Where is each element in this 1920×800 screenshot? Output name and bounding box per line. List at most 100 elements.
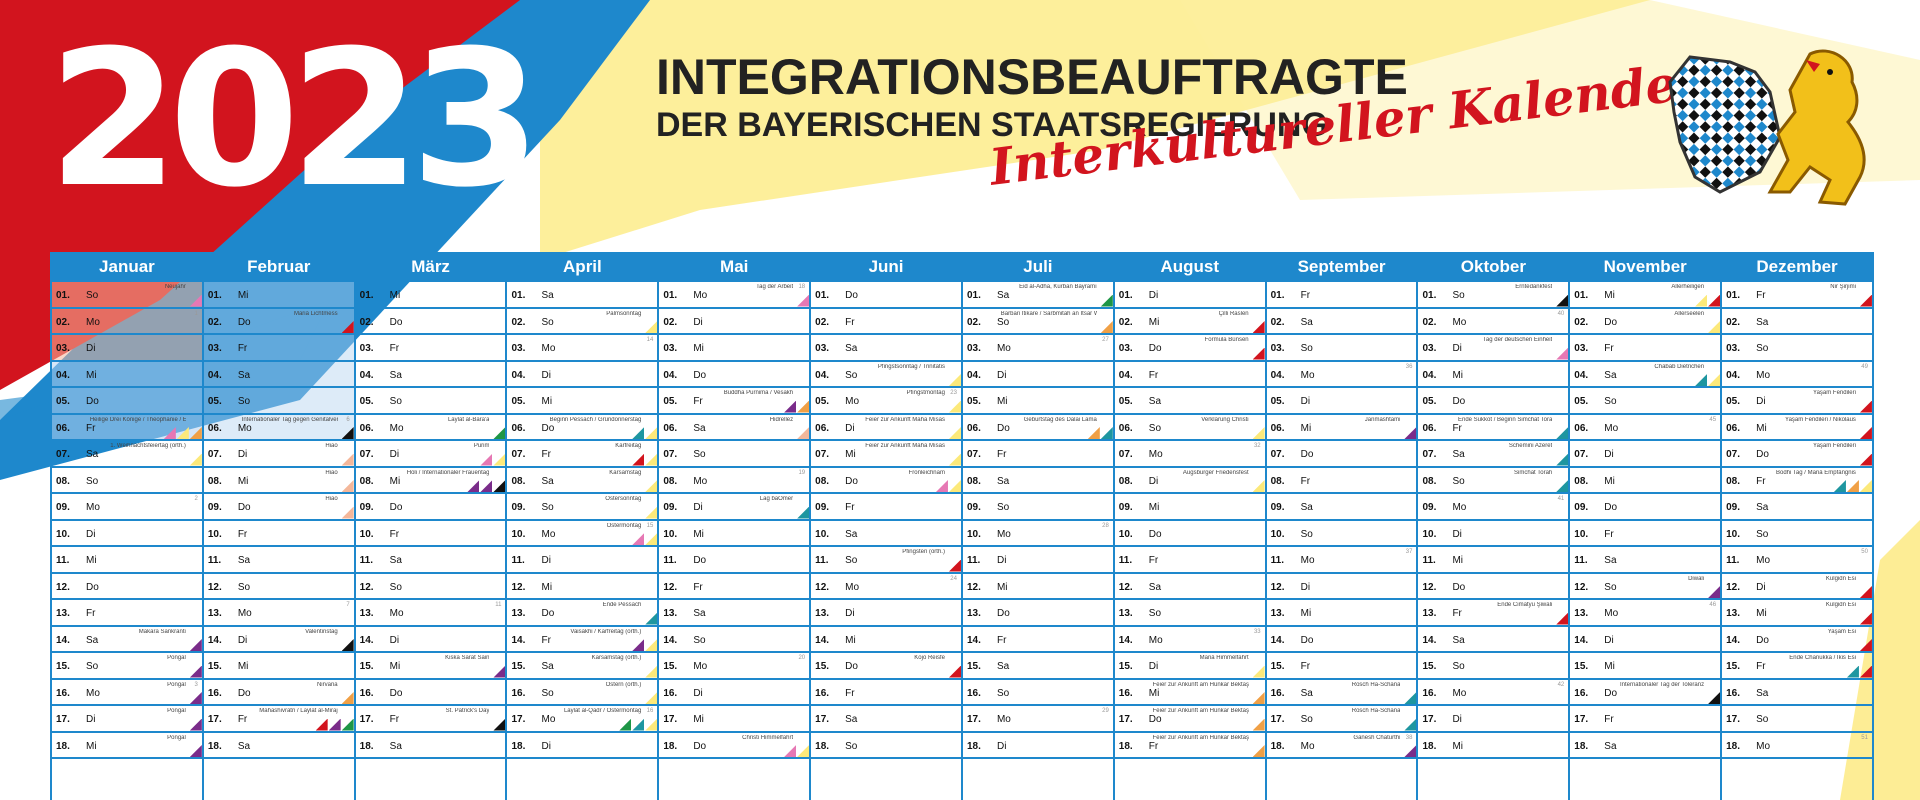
holiday-note: Kiska Sarat Sain — [445, 655, 490, 661]
day-row: 08. So Simchat Torah — [1418, 468, 1569, 494]
weekday-label: Do — [389, 502, 403, 513]
weekday-label: Mi — [237, 290, 249, 301]
religion-markers — [1708, 692, 1721, 704]
day-number: 10. — [1726, 528, 1741, 540]
religion-marker-pink-icon — [632, 533, 645, 545]
weekday-label: Di — [541, 740, 551, 752]
holiday-note: Diwali — [1688, 575, 1705, 582]
religion-marker-red-icon — [315, 718, 328, 731]
day-number: 15. — [207, 661, 222, 672]
weekday-label: Mo — [86, 316, 100, 328]
religion-marker-peach-icon — [341, 506, 354, 519]
day-row: 06. Mi Yaşam Fendileri / Nikolaus — [1722, 415, 1872, 441]
day-number: 10. — [511, 528, 526, 540]
day-row: 18. Sa — [203, 733, 354, 759]
religion-marker-purple-icon — [189, 692, 202, 704]
day-row: 02. Mo 40 — [1418, 309, 1569, 335]
day-number: 16. — [1270, 687, 1285, 699]
weekday-label: Sa — [1604, 740, 1617, 752]
day-row: 18. Mo 51 — [1722, 733, 1872, 759]
holiday-note: Pfingstmontag — [906, 390, 945, 396]
day-number: 01. — [1422, 290, 1437, 301]
weekday-label: Mo — [86, 687, 100, 699]
day-row: 04. Di — [507, 362, 658, 388]
day-row: 11. Di — [962, 547, 1113, 574]
day-number: 17. — [815, 714, 830, 725]
day-number: 02. — [1118, 316, 1133, 328]
weekday-label: Fr — [389, 714, 400, 725]
weekday-label: Sa — [845, 714, 858, 725]
week-number: 42 — [1557, 681, 1565, 688]
day-row: 12. Fr — [659, 574, 810, 600]
weekday-label: So — [86, 290, 99, 301]
weekday-label: Sa — [1756, 687, 1769, 699]
day-row: 08. Fr — [1266, 468, 1417, 494]
weekday-label: Mo — [693, 661, 708, 672]
day-row: 17. So Rosch Ha-Schana — [1266, 706, 1417, 733]
weekday-label: Do — [693, 740, 707, 752]
day-row: 07. Fr Karfreitag — [507, 441, 658, 468]
holiday-note: Kulgidn Esi — [1825, 602, 1856, 608]
weekday-label: Fr — [1148, 740, 1159, 752]
religion-markers — [619, 718, 658, 731]
day-row: 12. So — [355, 574, 506, 600]
weekday-label: So — [1148, 422, 1162, 434]
day-row: 12. Sa — [1114, 574, 1265, 600]
holiday-note: Heilige Drei Könige / Theophanie / Epiph… — [89, 416, 186, 423]
day-row: 11. Mo 50 — [1722, 547, 1872, 574]
day-number: 01. — [1270, 290, 1285, 301]
religion-markers — [1252, 692, 1265, 704]
religion-markers — [493, 665, 506, 678]
weekday-label: Do — [389, 316, 403, 328]
weekday-label: Do — [1756, 634, 1769, 646]
day-row: 13. So — [1114, 600, 1265, 627]
day-number: 17. — [1422, 714, 1437, 725]
day-number: 06. — [1118, 422, 1133, 434]
day-number: 05. — [663, 396, 678, 407]
day-row: 04. Fr — [1114, 362, 1265, 388]
weekday-label: Sa — [1148, 396, 1162, 407]
day-row: 17. Mo 16 Laylat al-Qadr / Ostermontag — [507, 706, 658, 733]
weekday-label: Di — [541, 369, 551, 381]
day-number: 06. — [1726, 422, 1741, 434]
religion-markers — [189, 294, 202, 307]
weekday-label: Mi — [1756, 422, 1767, 434]
day-number: 06. — [359, 422, 374, 434]
day-number: 12. — [511, 581, 526, 593]
religion-marker-teal-icon — [1556, 480, 1569, 492]
day-number: 18. — [359, 740, 374, 752]
religion-marker-orange-icon — [797, 400, 810, 413]
religion-marker-red-icon — [1708, 294, 1721, 307]
weekday-label: So — [845, 555, 858, 566]
weekday-label: Do — [845, 475, 858, 487]
day-row: 13. Do Ende Pessach — [507, 600, 658, 627]
holiday-note: Pongal — [167, 655, 186, 661]
religion-markers — [948, 559, 961, 572]
day-number: 11. — [1270, 555, 1284, 566]
day-number: 02. — [1726, 316, 1741, 328]
day-row: 09. So Ostersonntag — [507, 494, 658, 521]
day-row: 02. Mo 1 — [52, 308, 202, 335]
religion-marker-orange-icon — [1252, 692, 1265, 704]
month-column-november: November 01. Mi Allerheiligen 02. Do Allerseel… — [1570, 252, 1723, 800]
religion-marker-yellow-icon — [1708, 374, 1721, 386]
day-row: 13. Di — [811, 600, 961, 627]
weekday-label: So — [237, 396, 251, 407]
day-row: 04. Sa — [203, 361, 354, 388]
holiday-note: Valentinstag — [305, 628, 338, 635]
day-number: 18. — [511, 740, 526, 752]
religion-markers — [1859, 586, 1872, 598]
holiday-note: Geburtstag des Dalai Lama — [1023, 416, 1097, 423]
day-row: 01. Mi Allerheiligen — [1570, 282, 1721, 309]
weekday-label: Mo — [1452, 687, 1467, 699]
religion-markers — [632, 533, 658, 545]
holiday-note: Ganesh Chaturthi — [1353, 734, 1401, 741]
day-number: 17. — [207, 714, 222, 725]
day-row: 10. Mo 28 — [962, 521, 1113, 547]
religion-marker-orange-icon — [341, 692, 354, 704]
weekday-label: Do — [389, 687, 403, 699]
day-number: 03. — [663, 343, 678, 354]
holiday-note: Internationaler Tag gegen Genitalverstüm… — [241, 416, 338, 423]
day-row: 07. So — [659, 441, 810, 468]
day-row: 12. Do — [52, 574, 202, 600]
